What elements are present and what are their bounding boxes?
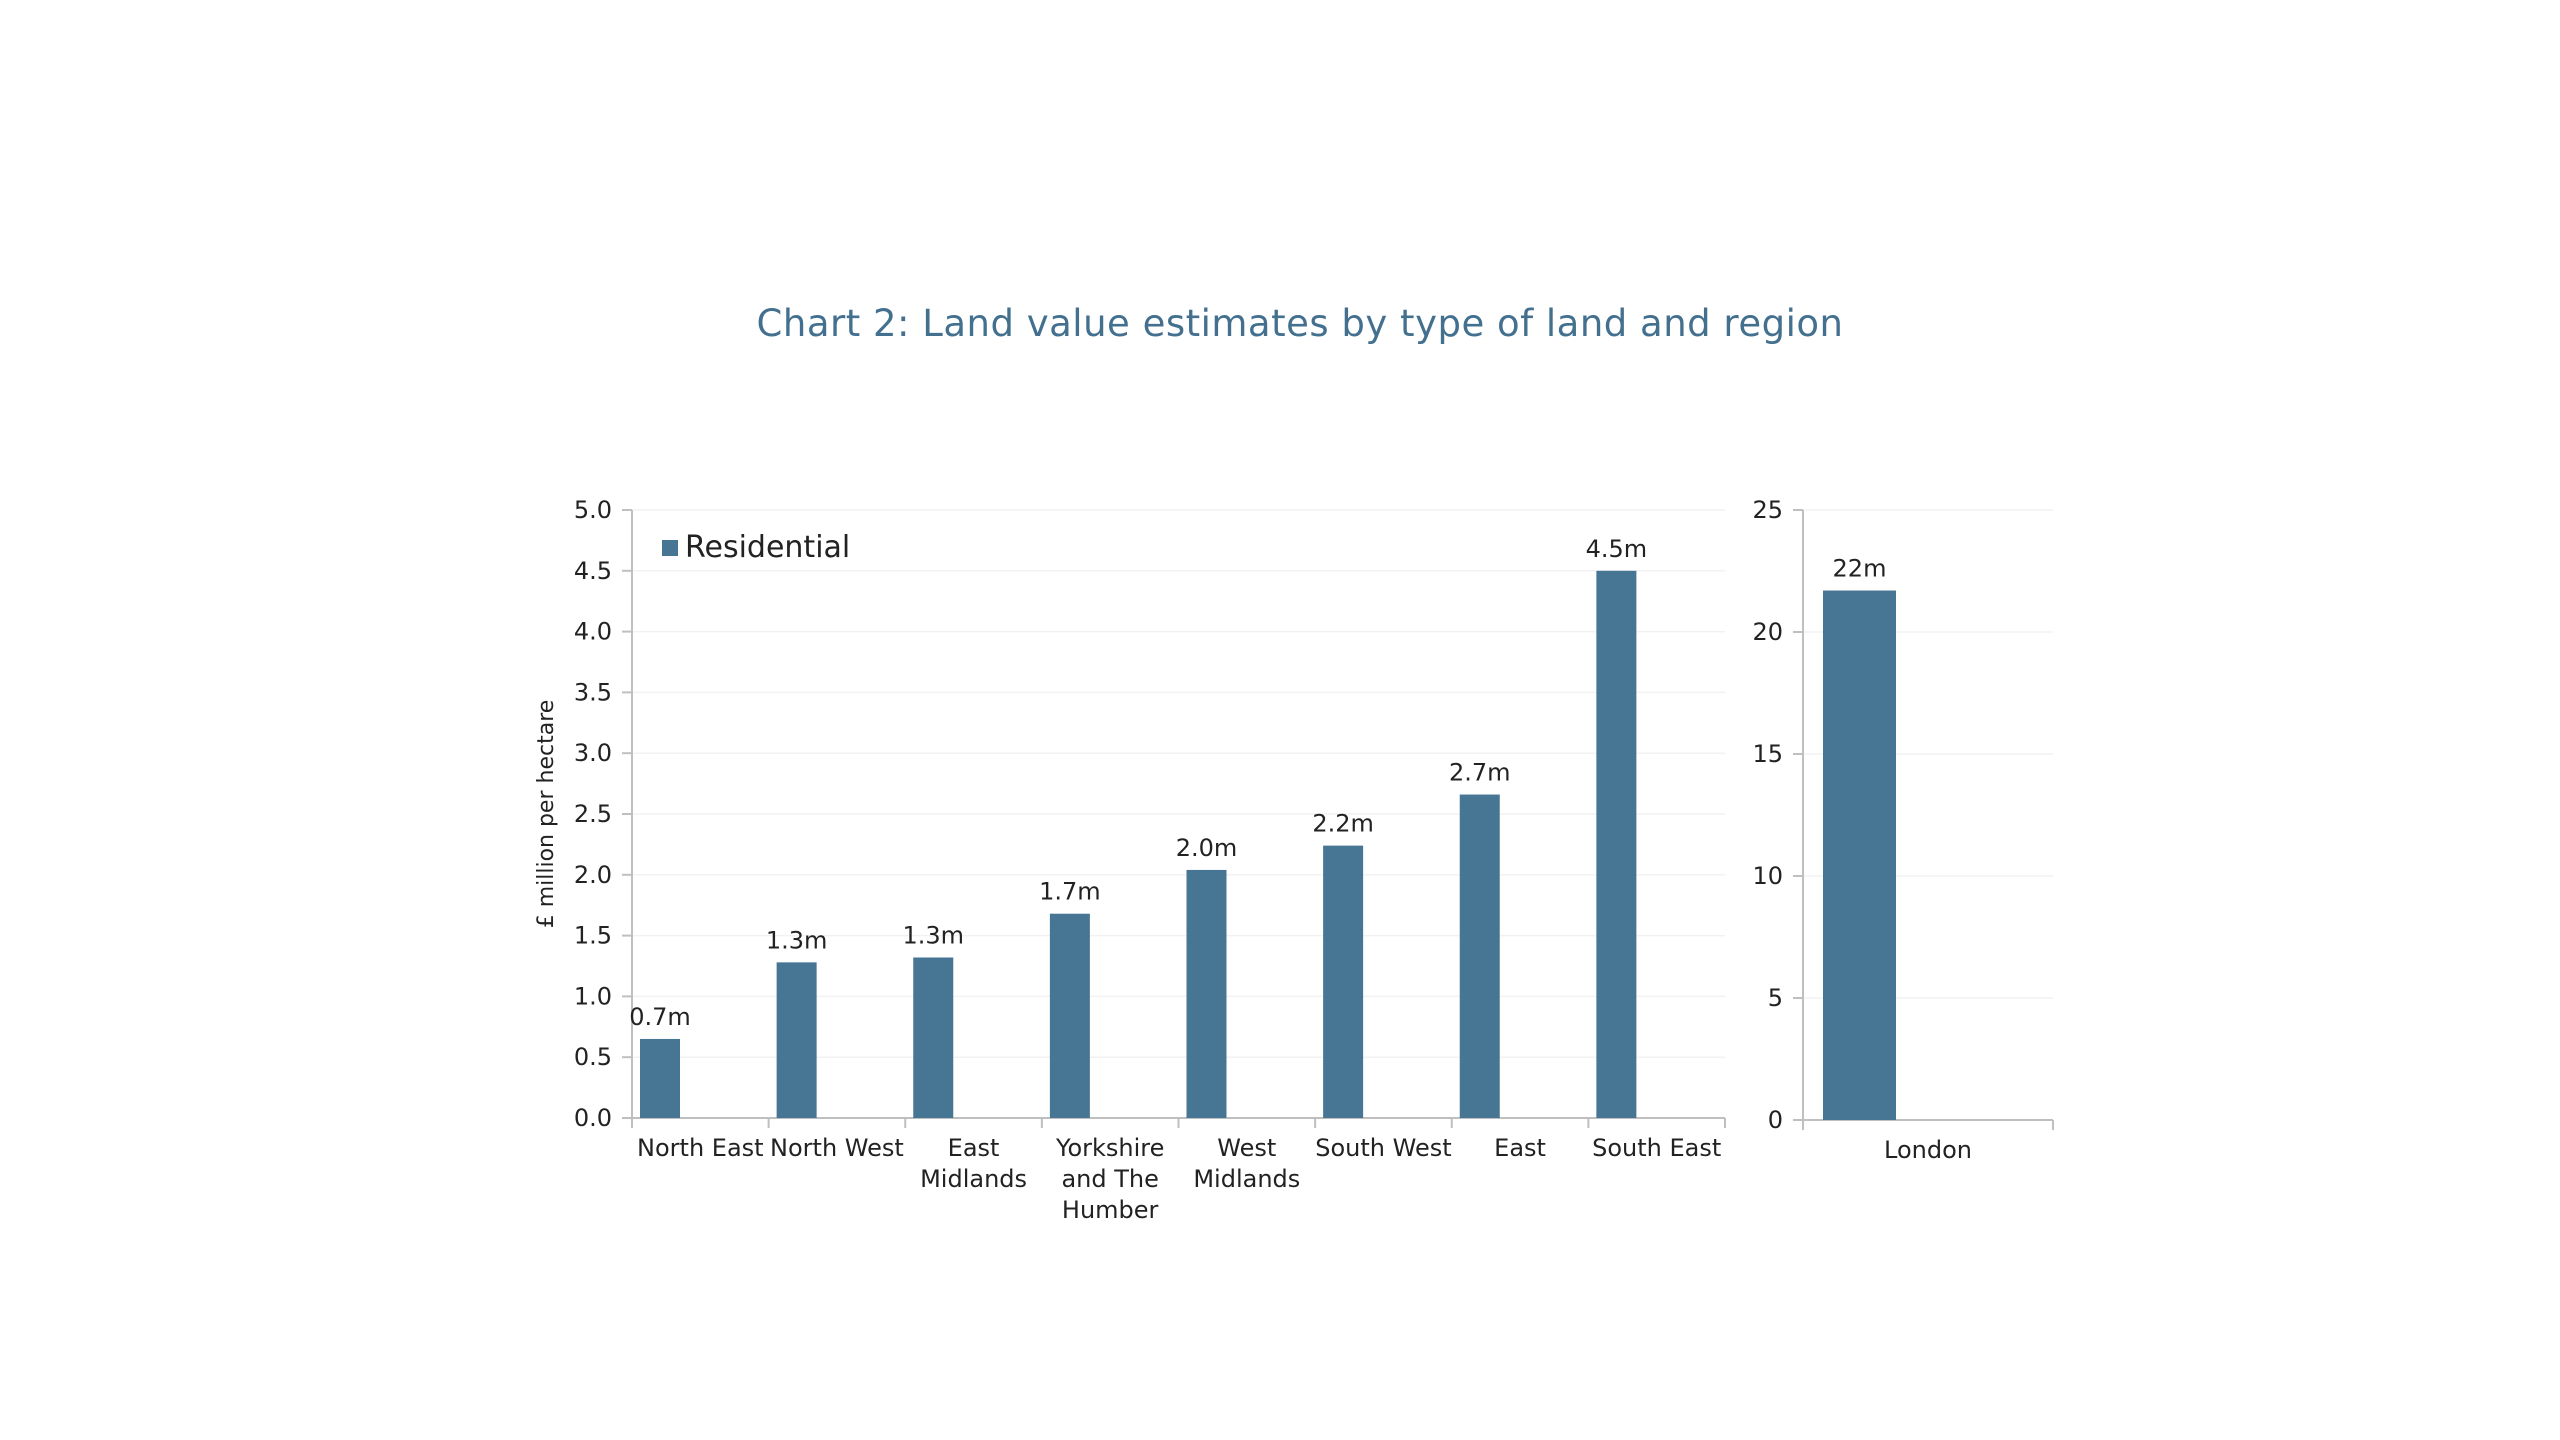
bar [1186, 869, 1227, 1118]
y-tick-label: 5 [1768, 984, 1783, 1012]
data-label: 2.0m [1176, 834, 1238, 862]
y-tick-label: 5.0 [574, 496, 612, 524]
bar [640, 1038, 680, 1118]
chart-title: Chart 2: Land value estimates by type of… [756, 302, 1844, 345]
x-category-label: and The [1061, 1165, 1158, 1193]
bar [1823, 590, 1896, 1120]
y-tick-label: 20 [1752, 618, 1783, 646]
y-tick-label: 3.5 [574, 678, 612, 706]
data-label: 1.3m [902, 921, 964, 949]
x-category-label: Humber [1062, 1196, 1159, 1224]
x-category-label: Midlands [1193, 1165, 1300, 1193]
y-tick-label: 1.0 [574, 982, 612, 1010]
bar [1459, 794, 1500, 1118]
x-category-label: South West [1315, 1134, 1451, 1162]
bar [913, 957, 954, 1118]
data-label: 1.3m [766, 926, 828, 954]
y-tick-label: 2.5 [574, 800, 612, 828]
y-tick-label: 1.5 [574, 922, 612, 950]
bar [776, 962, 817, 1118]
y-tick-label: 2.0 [574, 861, 612, 889]
y-tick-label: 10 [1752, 862, 1783, 890]
x-category-label: West [1217, 1134, 1276, 1162]
data-label: 2.7m [1449, 759, 1511, 787]
y-tick-label: 3.0 [574, 739, 612, 767]
x-category-label: East [1494, 1134, 1546, 1162]
data-label: 1.7m [1039, 878, 1101, 906]
y-tick-label: 0 [1768, 1106, 1783, 1134]
data-label: 22m [1833, 555, 1887, 583]
x-category-label: Midlands [920, 1165, 1027, 1193]
bar [1323, 845, 1364, 1118]
bar [1596, 570, 1637, 1118]
x-category-label: Yorkshire [1055, 1134, 1164, 1162]
y-tick-label: 25 [1752, 496, 1783, 524]
right-chart-panel: 0 5 10 15 20 25 22m London [1752, 496, 2054, 1164]
y-axis-title: £ million per hectare [534, 700, 559, 929]
legend-swatch [662, 540, 678, 556]
x-category-label: North East [637, 1134, 764, 1162]
data-label: 4.5m [1586, 535, 1648, 563]
y-tick-label: 15 [1752, 740, 1783, 768]
left-chart-panel: 0.0 0.5 1.0 1.5 2.0 2.5 3.0 3.5 4.0 4.5 5.0 0.7m Nor… [534, 496, 1726, 1224]
x-category-label: North West [770, 1134, 904, 1162]
y-tick-label: 4.5 [574, 557, 612, 585]
y-tick-label: 0.5 [574, 1043, 612, 1071]
y-tick-label: 0.0 [574, 1104, 612, 1132]
legend-entry: Residential [685, 530, 850, 565]
x-category-label: London [1884, 1136, 1972, 1164]
data-label: 2.2m [1312, 810, 1374, 838]
data-label: 0.7m [629, 1003, 691, 1031]
bar [1049, 913, 1090, 1118]
x-category-label: East [948, 1134, 1000, 1162]
y-tick-label: 4.0 [574, 618, 612, 646]
x-category-label: South East [1592, 1134, 1721, 1162]
